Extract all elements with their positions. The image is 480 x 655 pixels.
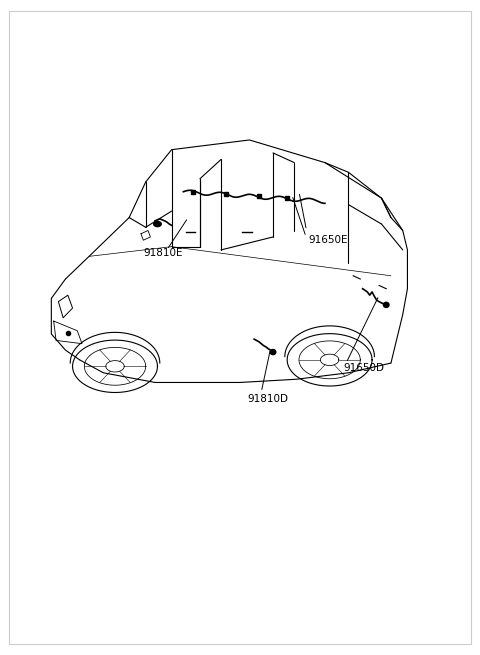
Polygon shape: [154, 221, 161, 227]
Text: 91650D: 91650D: [344, 364, 385, 373]
Text: 91650E: 91650E: [308, 235, 348, 245]
Text: 91810D: 91810D: [247, 394, 288, 403]
Polygon shape: [270, 350, 276, 354]
Polygon shape: [384, 303, 389, 307]
Text: 91810E: 91810E: [144, 248, 183, 258]
